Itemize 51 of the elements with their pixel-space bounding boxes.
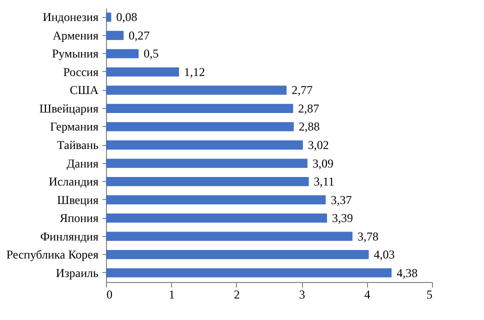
data-label: 4,38 xyxy=(396,266,418,280)
data-label: 4,03 xyxy=(374,248,395,262)
bar xyxy=(106,86,287,95)
x-tick-label: 3 xyxy=(299,288,306,302)
bar xyxy=(106,158,308,168)
data-label: 3,39 xyxy=(332,211,354,226)
x-tick-label: 0 xyxy=(106,288,112,302)
bar xyxy=(106,140,303,150)
data-label: 2,88 xyxy=(298,120,320,134)
x-tick-label: 1 xyxy=(168,288,175,302)
y-tick-label: Тайвань xyxy=(56,138,100,152)
y-tick-label: Румыния xyxy=(52,46,99,61)
bar xyxy=(106,67,180,76)
y-tick-label: Индонезия xyxy=(42,10,99,24)
data-label: 3,37 xyxy=(330,192,352,207)
bar xyxy=(106,232,352,241)
y-tick-label: Россия xyxy=(63,64,99,79)
data-label: 2,87 xyxy=(298,101,320,116)
y-tick-label: Исландия xyxy=(48,174,99,189)
y-tick-label: Германия xyxy=(50,120,99,134)
bar xyxy=(106,195,326,204)
bar xyxy=(106,250,369,260)
bar xyxy=(106,176,309,186)
data-label: 0,5 xyxy=(144,46,159,61)
x-tick-label: 5 xyxy=(426,288,432,302)
bar xyxy=(106,122,294,132)
data-label: 2,77 xyxy=(292,83,313,98)
y-tick-label: Армения xyxy=(52,28,99,42)
bar xyxy=(106,49,139,58)
y-tick-label: Швейцария xyxy=(39,101,99,116)
data-label: 1,12 xyxy=(184,64,206,79)
data-label: 3,78 xyxy=(357,229,378,244)
bar xyxy=(106,30,124,40)
y-tick-label: США xyxy=(70,83,99,98)
y-tick-label: Израиль xyxy=(56,266,100,280)
y-tick-label: Финляндия xyxy=(40,229,99,244)
data-label: 3,11 xyxy=(314,174,334,189)
bar xyxy=(106,104,294,114)
x-tick-label: 2 xyxy=(234,288,240,302)
data-label: 3,09 xyxy=(312,156,334,170)
data-label: 0,08 xyxy=(116,10,138,24)
data-label: 3,02 xyxy=(308,138,329,152)
y-tick-label: Япония xyxy=(60,211,99,226)
bar xyxy=(106,12,112,22)
data-label: 0,27 xyxy=(128,28,150,42)
x-tick-label: 4 xyxy=(364,288,370,302)
bar xyxy=(106,268,392,278)
y-tick-label: Республика Корея xyxy=(6,248,99,262)
bar xyxy=(106,214,328,223)
y-tick-label: Швеция xyxy=(57,192,99,207)
y-tick-label: Дания xyxy=(66,156,99,170)
